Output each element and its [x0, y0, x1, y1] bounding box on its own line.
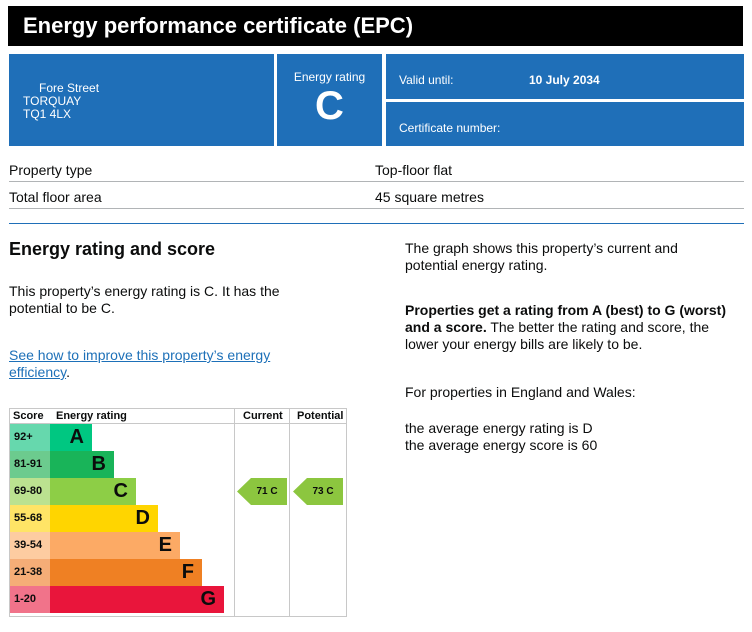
col-energy-rating: Energy rating	[56, 410, 127, 422]
band-e: E	[50, 532, 180, 559]
band-d: D	[50, 505, 158, 532]
property-type-row: Property type Top-floor flat	[9, 155, 744, 182]
energy-rating-value: C	[315, 84, 344, 128]
score-c: 69-80	[10, 478, 50, 505]
certificate-number-panel: Certificate number:	[386, 102, 744, 146]
energy-rating-panel: Energy rating C	[277, 54, 382, 146]
valid-until-label: Valid until:	[399, 73, 454, 87]
score-e: 39-54	[10, 532, 50, 559]
address-line-1: Fore Street	[39, 81, 100, 95]
score-d: 55-68	[10, 505, 50, 532]
ratings-rest: The better the rating and score, the low…	[405, 319, 710, 352]
col-current: Current	[243, 410, 283, 422]
energy-rating-chart: Score Energy rating Current Potential 92…	[9, 408, 347, 617]
address-line-2: TORQUAY	[23, 94, 82, 108]
potential-rating-arrow: 73 C	[293, 478, 343, 505]
improve-efficiency-link[interactable]: See how to improve this property’s energ…	[9, 347, 271, 380]
band-c: C	[50, 478, 136, 505]
rating-intro: This property’s energy rating is C. It h…	[9, 283, 280, 316]
valid-until-panel: Valid until: 10 July 2034	[386, 54, 744, 99]
band-f: F	[50, 559, 202, 586]
score-b: 81-91	[10, 451, 50, 478]
band-g: G	[50, 586, 224, 613]
score-f: 21-38	[10, 559, 50, 586]
score-a: 92+	[10, 424, 50, 451]
section-heading: Energy rating and score	[9, 239, 216, 259]
address-panel: Fore Street TORQUAY TQ1 4LX	[9, 54, 274, 146]
property-type-label: Property type	[9, 162, 93, 178]
band-b: B	[50, 451, 114, 478]
address-line-3: TQ1 4LX	[23, 107, 72, 121]
average-rating: the average energy rating is D	[405, 420, 593, 436]
energy-rating-label: Energy rating	[293, 70, 366, 84]
floor-area-label: Total floor area	[9, 189, 102, 205]
floor-area-value: 45 square metres	[375, 189, 484, 205]
region-text: For properties in England and Wales:	[405, 384, 636, 400]
ratings-explanation: Properties get a rating from A (best) to…	[405, 302, 745, 353]
score-g: 1-20	[10, 586, 50, 613]
valid-until-value: 10 July 2034	[529, 73, 600, 87]
col-potential: Potential	[297, 410, 344, 422]
page-title: Energy performance certificate (EPC)	[8, 6, 743, 46]
section-divider	[9, 223, 744, 224]
certificate-number-label: Certificate number:	[399, 121, 501, 135]
floor-area-row: Total floor area 45 square metres	[9, 182, 744, 209]
ratings-bold: Properties get a rating from A (best) to…	[405, 302, 726, 335]
link-suffix: .	[66, 364, 70, 380]
band-a: A	[50, 424, 92, 451]
improve-link-wrap: See how to improve this property’s energ…	[9, 347, 299, 381]
property-type-value: Top-floor flat	[375, 162, 453, 178]
average-score: the average energy score is 60	[405, 437, 598, 453]
current-rating-arrow: 71 C	[237, 478, 287, 505]
col-score: Score	[13, 410, 44, 422]
graph-description: The graph shows this property’s current …	[405, 240, 678, 273]
